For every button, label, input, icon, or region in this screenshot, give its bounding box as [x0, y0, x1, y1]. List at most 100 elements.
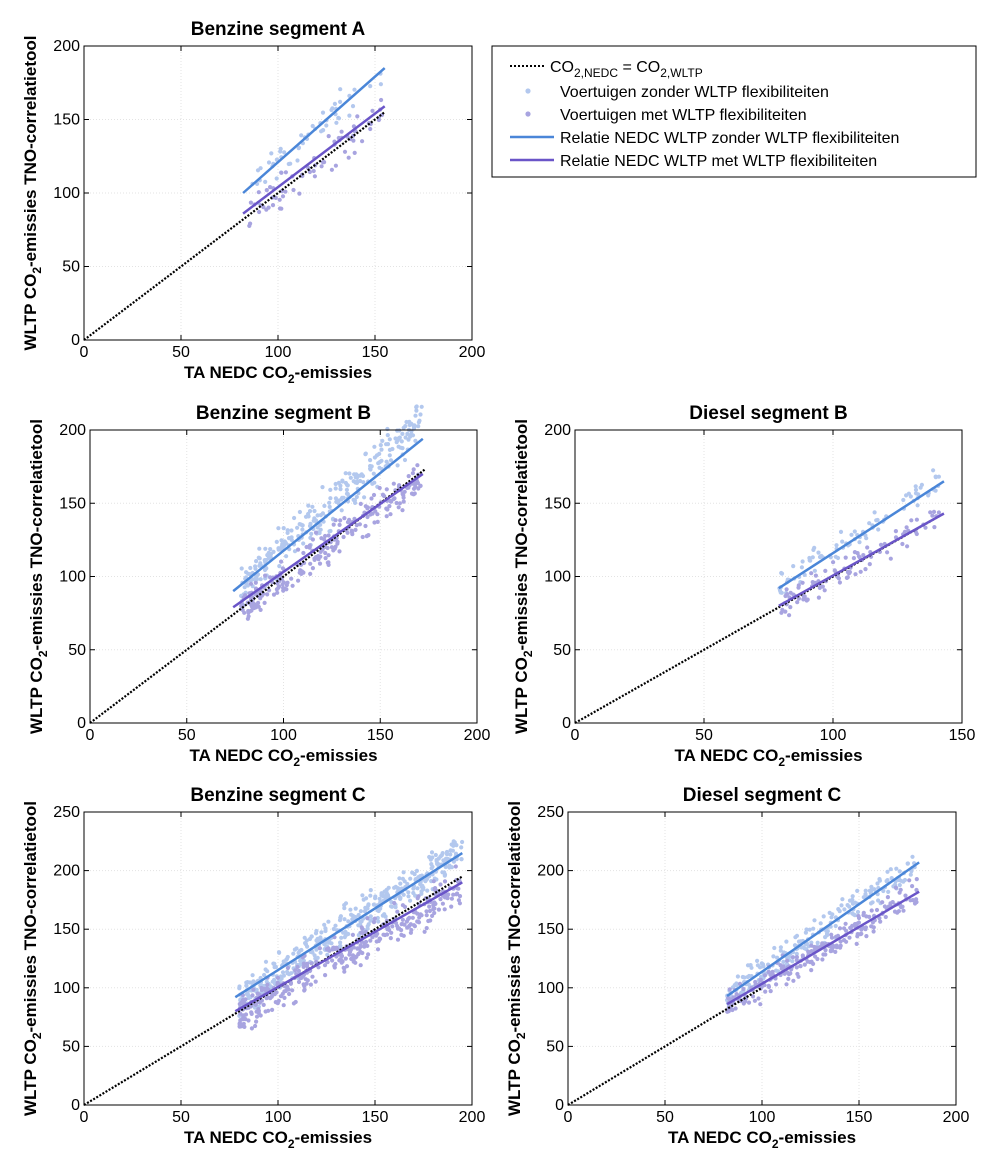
data-point-points-free	[385, 892, 390, 898]
data-point-points-flex	[313, 979, 318, 984]
legend-identity-label: CO2,NEDC = CO2,WLTP	[550, 59, 703, 80]
data-point-points-flex	[413, 910, 418, 915]
data-point-points-free	[377, 896, 382, 901]
legend-points-flex-swatch	[525, 111, 531, 117]
data-point-points-free	[277, 564, 282, 569]
data-point-points-flex	[334, 945, 339, 951]
data-point-points-flex	[455, 891, 460, 896]
data-point-points-flex	[249, 1010, 254, 1015]
data-point-points-free	[245, 992, 250, 997]
data-point-points-flex	[443, 895, 448, 900]
data-point-points-free	[401, 870, 406, 875]
subplot-4: 0 50 100 150 200 0 50 100 150 200 250 Diesel segmen…	[505, 785, 969, 1151]
data-point-points-flex	[831, 560, 836, 565]
data-point-points-free	[735, 974, 741, 979]
data-point-points-flex	[401, 499, 406, 504]
y-tick-label: 0	[71, 1097, 80, 1114]
data-point-points-free	[734, 983, 739, 988]
data-point-points-flex	[779, 966, 784, 971]
data-point-points-flex	[912, 901, 918, 906]
data-point-points-flex	[277, 197, 282, 202]
y-tick-label: 0	[71, 332, 80, 349]
data-point-points-free	[338, 99, 343, 104]
data-point-points-free	[310, 504, 315, 509]
data-point-points-flex	[308, 571, 313, 577]
data-point-points-flex	[931, 509, 937, 514]
data-point-points-flex	[248, 581, 254, 586]
data-point-points-free	[285, 971, 290, 976]
data-point-points-flex	[252, 605, 257, 611]
data-point-points-flex	[401, 493, 406, 498]
data-point-points-flex	[296, 547, 301, 552]
data-point-points-free	[333, 923, 338, 928]
data-point-points-flex	[813, 573, 819, 578]
data-point-points-flex	[261, 205, 266, 210]
data-point-points-free	[244, 983, 249, 988]
data-point-points-flex	[371, 920, 377, 925]
y-axis-label: WLTP CO2-emissies TNO-correlatietool	[505, 801, 528, 1116]
data-point-points-free	[779, 590, 784, 595]
fit-free-line	[726, 861, 920, 998]
data-point-points-flex	[347, 517, 352, 523]
data-point-points-flex	[422, 929, 427, 934]
data-point-points-free	[838, 529, 844, 535]
data-point-points-flex	[265, 982, 270, 987]
data-point-points-flex	[750, 994, 756, 999]
data-point-points-flex	[904, 525, 909, 530]
data-point-points-flex	[289, 576, 294, 581]
data-point-points-flex	[341, 965, 346, 971]
data-point-points-flex	[301, 961, 306, 966]
data-point-points-free	[354, 472, 359, 477]
data-point-points-free	[353, 906, 358, 911]
data-point-points-free	[408, 876, 413, 881]
data-point-points-free	[246, 995, 251, 1001]
data-point-points-free	[356, 912, 361, 918]
data-point-points-free	[918, 485, 923, 490]
data-point-points-flex	[397, 483, 402, 488]
data-point-points-flex	[786, 972, 792, 977]
data-point-points-flex	[796, 596, 802, 601]
data-point-points-free	[830, 912, 835, 917]
data-point-points-free	[778, 948, 783, 953]
data-point-points-flex	[914, 517, 920, 522]
data-point-points-flex	[404, 919, 409, 924]
data-point-points-flex	[339, 129, 344, 134]
data-point-points-free	[855, 909, 861, 915]
data-point-points-free	[322, 503, 327, 508]
data-point-points-free	[400, 446, 405, 451]
data-point-points-free	[313, 518, 318, 523]
data-point-points-flex	[317, 946, 322, 951]
data-point-points-flex	[285, 965, 290, 971]
data-point-points-flex	[326, 533, 331, 538]
data-point-points-flex	[375, 512, 380, 517]
data-point-points-flex	[268, 995, 273, 1000]
data-point-points-free	[315, 513, 320, 518]
data-point-points-free	[242, 585, 247, 590]
data-point-points-flex	[357, 522, 362, 527]
data-point-points-free	[784, 939, 789, 944]
data-point-points-flex	[856, 915, 862, 921]
data-point-points-flex	[248, 200, 253, 205]
data-point-points-flex	[842, 938, 847, 943]
data-point-points-flex	[332, 965, 337, 970]
data-point-points-free	[274, 176, 279, 181]
data-point-points-flex	[256, 190, 261, 195]
x-tick-label: 150	[362, 1109, 389, 1126]
subplot-title: Benzine segment C	[190, 785, 366, 806]
data-point-points-flex	[264, 207, 269, 212]
data-point-points-flex	[293, 968, 298, 973]
data-point-points-flex	[341, 534, 346, 540]
data-point-points-free	[847, 898, 853, 903]
data-point-points-free	[314, 947, 319, 952]
data-point-points-free	[245, 980, 250, 985]
data-point-points-flex	[449, 904, 454, 909]
data-point-points-flex	[358, 963, 363, 968]
x-tick-label: 50	[656, 1109, 674, 1126]
data-point-points-flex	[307, 543, 312, 548]
data-point-points-flex	[372, 520, 377, 525]
y-axis-label: WLTP CO2-emissies TNO-correlatietool	[512, 419, 535, 734]
data-point-points-flex	[823, 952, 828, 957]
fit-flex-line	[234, 881, 463, 1013]
data-point-points-free	[885, 878, 890, 883]
data-point-points-free	[896, 877, 902, 883]
